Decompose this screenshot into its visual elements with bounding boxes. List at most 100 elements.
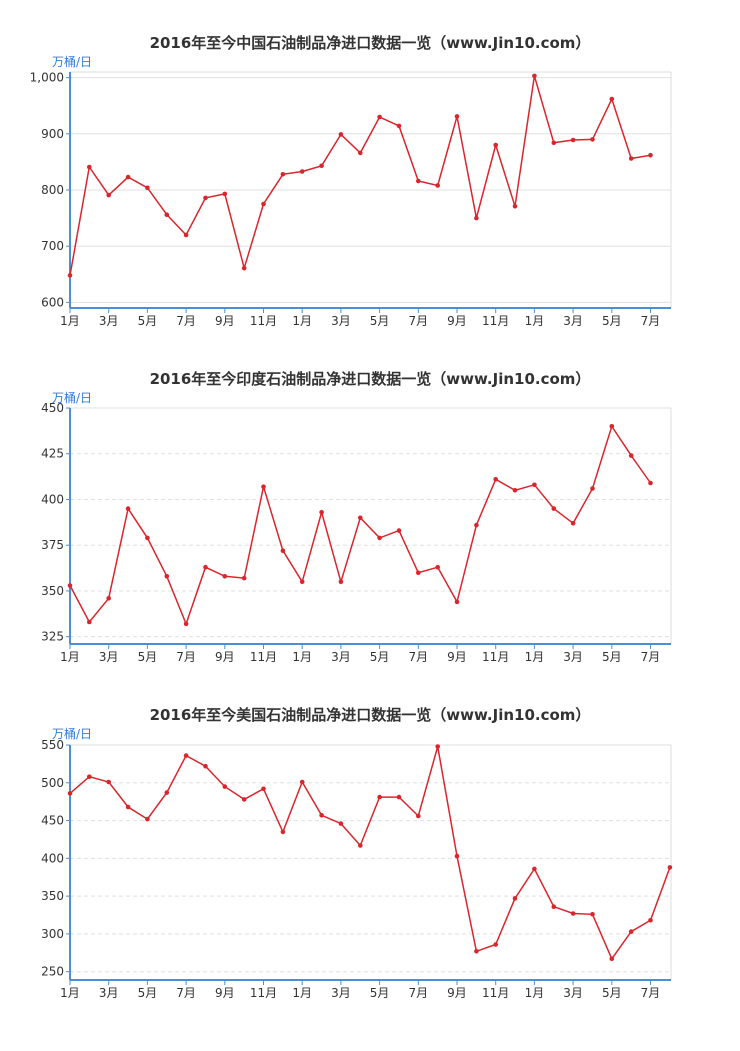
data-point <box>358 843 363 848</box>
data-point <box>532 73 537 79</box>
chart-panel-2: 2016年至今印度石油制品净进口数据一览（www.Jin10.com） 万桶/日 3… <box>41 370 672 664</box>
data-point <box>125 506 131 511</box>
series-line <box>69 424 652 627</box>
data-point <box>299 579 305 585</box>
data-point <box>338 132 344 137</box>
data-point <box>164 212 170 217</box>
x-tick-label: 3月 <box>331 650 351 664</box>
x-tick-label: 1月 <box>60 314 80 328</box>
y-tick-label: 350 <box>41 584 64 598</box>
data-point <box>551 904 557 909</box>
data-point <box>648 152 653 158</box>
data-point <box>164 790 170 795</box>
data-point <box>145 816 150 822</box>
data-point <box>280 548 286 553</box>
data-point <box>512 488 518 493</box>
y-tick-label: 900 <box>41 127 64 141</box>
y-tick-label: 550 <box>41 738 64 752</box>
x-tick-label: 1月 <box>292 650 312 664</box>
y-tick-label: 1,000 <box>30 71 64 85</box>
data-point <box>280 172 286 177</box>
x-tick-label: 7月 <box>408 314 428 328</box>
data-point <box>67 791 73 796</box>
x-tick-label: 7月 <box>641 314 661 328</box>
x-tick-label: 9月 <box>447 986 467 1000</box>
x-tick-label: 11月 <box>482 314 509 328</box>
chart-panel-3: 2016年至今美国石油制品净进口数据一览（www.Jin10.com） 万桶/日 2… <box>41 706 673 1000</box>
data-point <box>590 912 595 917</box>
data-point <box>106 779 111 785</box>
data-point <box>628 453 634 458</box>
data-point <box>648 480 653 486</box>
y-axis-unit-label: 万桶/日 <box>52 726 92 741</box>
data-point <box>416 570 421 575</box>
data-point <box>512 204 518 209</box>
x-tick-label: 1月 <box>525 314 545 328</box>
data-point <box>319 510 324 515</box>
chart-title: 2016年至今中国石油制品净进口数据一览（www.Jin10.com） <box>150 34 591 52</box>
data-point <box>377 535 382 541</box>
data-point <box>299 779 305 785</box>
y-tick-label: 400 <box>41 851 64 865</box>
data-point <box>532 866 537 872</box>
x-tick-label: 5月 <box>138 314 158 328</box>
data-point <box>261 786 266 792</box>
data-point <box>241 265 247 271</box>
data-point <box>358 515 363 521</box>
x-tick-label: 5月 <box>138 986 158 1000</box>
y-tick-label: 425 <box>41 447 64 461</box>
data-point <box>125 804 131 810</box>
data-point <box>648 918 653 923</box>
data-point <box>493 477 499 482</box>
data-point <box>396 528 402 533</box>
y-tick-label: 325 <box>41 630 64 644</box>
x-tick-label: 1月 <box>60 986 80 1000</box>
data-point <box>551 140 557 146</box>
data-point <box>570 911 576 916</box>
data-point <box>67 273 73 278</box>
y-axis-unit-label: 万桶/日 <box>52 54 92 69</box>
y-tick-label: 800 <box>41 183 64 197</box>
data-point <box>203 763 208 769</box>
x-tick-label: 1月 <box>60 650 80 664</box>
data-point <box>667 865 673 870</box>
x-tick-label: 1月 <box>292 314 312 328</box>
data-point <box>609 424 615 429</box>
data-point <box>87 619 92 625</box>
x-tick-label: 9月 <box>447 650 467 664</box>
data-point <box>454 599 460 605</box>
x-tick-label: 7月 <box>176 986 196 1000</box>
data-point <box>435 564 441 570</box>
y-tick-label: 600 <box>41 295 64 309</box>
y-tick-label: 250 <box>41 965 64 979</box>
y-tick-label: 700 <box>41 239 64 253</box>
x-tick-label: 7月 <box>408 650 428 664</box>
data-point <box>609 96 615 102</box>
x-tick-label: 3月 <box>331 986 351 1000</box>
data-point <box>222 784 228 789</box>
data-point <box>261 484 266 490</box>
data-point <box>416 178 421 184</box>
x-tick-label: 5月 <box>138 650 158 664</box>
x-tick-label: 5月 <box>370 986 390 1000</box>
x-tick-label: 9月 <box>215 314 235 328</box>
data-point <box>435 183 441 188</box>
data-point <box>319 163 324 169</box>
x-tick-label: 3月 <box>99 314 119 328</box>
x-tick-label: 9月 <box>215 650 235 664</box>
data-point <box>280 829 286 835</box>
x-tick-label: 7月 <box>641 650 661 664</box>
x-tick-label: 3月 <box>563 986 583 1000</box>
data-point <box>241 575 247 581</box>
data-point <box>222 191 228 197</box>
x-tick-label: 5月 <box>602 314 622 328</box>
data-point <box>628 929 634 934</box>
x-tick-label: 11月 <box>482 650 509 664</box>
x-tick-label: 11月 <box>250 650 277 664</box>
chart-panel-1: 2016年至今中国石油制品净进口数据一览（www.Jin10.com） 万桶/日 6… <box>30 34 672 328</box>
data-point <box>590 137 595 142</box>
x-tick-label: 3月 <box>331 314 351 328</box>
x-tick-label: 3月 <box>99 986 119 1000</box>
